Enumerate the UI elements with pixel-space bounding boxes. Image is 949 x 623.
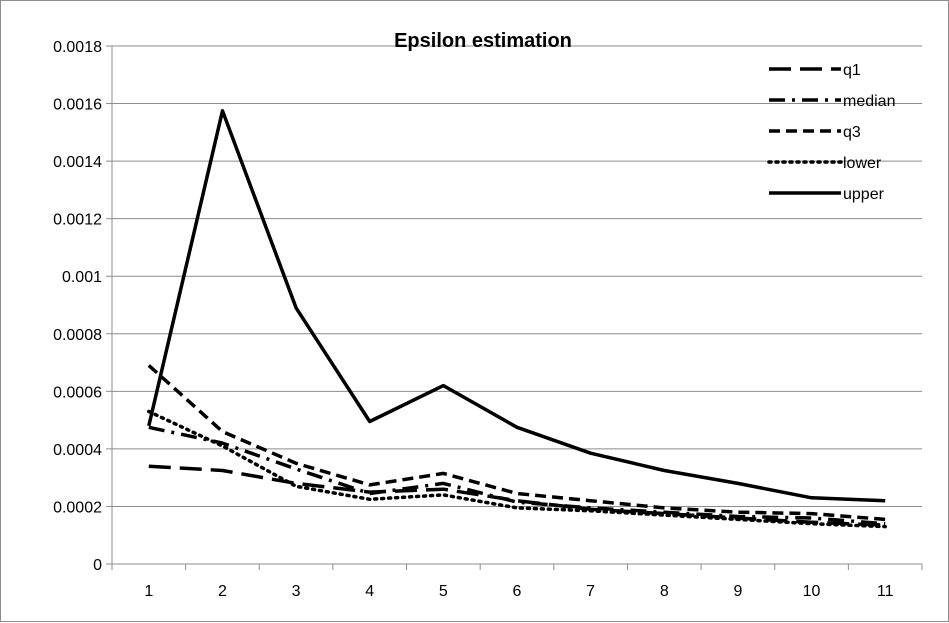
legend-label-upper: upper: [843, 186, 885, 203]
series-lines: [147, 109, 887, 529]
x-tick-label: 9: [733, 583, 742, 600]
y-tick-label: 0.0006: [53, 384, 102, 401]
y-tick-label: 0: [93, 557, 102, 574]
x-tick-label: 4: [365, 583, 374, 600]
legend-label-q1: q1: [843, 62, 861, 79]
legend: q1 median q3 lower upper: [767, 62, 895, 203]
series-line-lower: [147, 409, 887, 529]
x-tick-label: 8: [660, 583, 669, 600]
y-tick-label: 0.0002: [53, 499, 102, 516]
series-line-q3: [147, 364, 886, 522]
x-tick-label: 11: [877, 583, 894, 600]
grid-lines: [112, 45, 922, 507]
y-tick-label: 0.0008: [53, 327, 102, 344]
chart-title: Epsilon estimation: [394, 30, 572, 52]
x-tick-label: 3: [292, 583, 301, 600]
x-tick-label: 7: [586, 583, 595, 600]
y-tick-label: 0.0004: [53, 442, 102, 459]
legend-label-q3: q3: [843, 124, 861, 141]
series-line-median: [148, 425, 886, 526]
y-tick-label: 0.0016: [53, 97, 102, 114]
axes: 0 0.0002 0.0004 0.0006 0.0008 0.001 0.0012 0.00…: [53, 39, 923, 600]
y-tick-label: 0.001: [62, 269, 102, 286]
legend-label-median: median: [843, 93, 895, 110]
y-tick-label: 0.0014: [53, 154, 102, 171]
series-line-upper: [147, 109, 886, 503]
legend-label-lower: lower: [843, 155, 882, 172]
x-tick-label: 5: [439, 583, 448, 600]
x-tick-label: 2: [218, 583, 227, 600]
y-tick-label: 0.0012: [53, 212, 102, 229]
x-tick-label: 6: [513, 583, 522, 600]
x-tick-label: 1: [144, 583, 153, 600]
x-tick-label: 10: [803, 583, 821, 600]
y-tick-label: 0.0018: [53, 39, 102, 56]
